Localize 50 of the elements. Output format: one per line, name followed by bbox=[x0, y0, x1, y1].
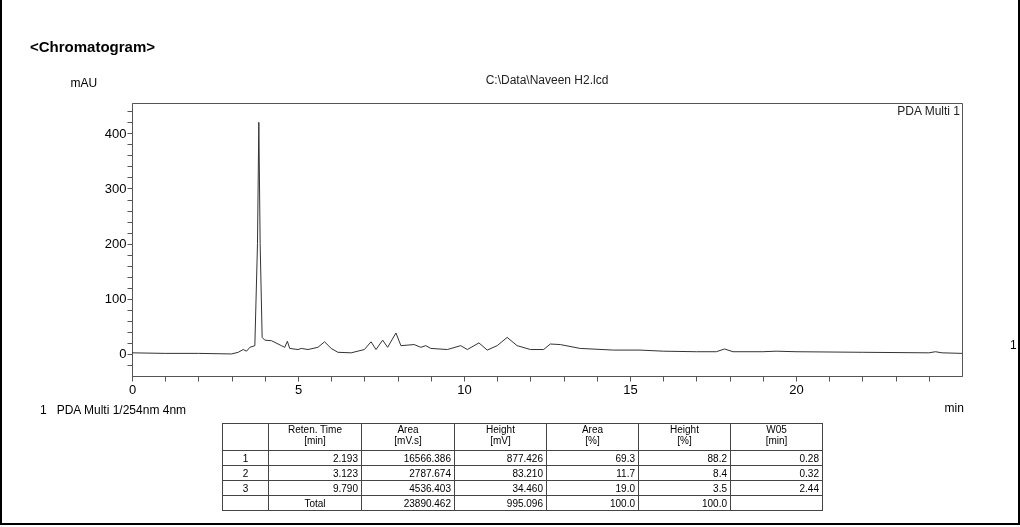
text: 1 bbox=[222, 450, 269, 466]
y-tick-label: 100 bbox=[104, 291, 127, 307]
text: 0.28 bbox=[730, 450, 823, 466]
y-axis-title: mAU bbox=[70, 75, 98, 90]
text: 16566.386 bbox=[361, 450, 455, 466]
text: 9.790 bbox=[268, 480, 362, 496]
text: 2.193 bbox=[268, 450, 362, 466]
chart-subtitle: C:\Data\Naveen H2.lcd bbox=[484, 73, 610, 87]
text: 2787.674 bbox=[361, 465, 455, 481]
text: 1 PDA Multi 1/254nm 4nm bbox=[40, 403, 187, 417]
text: 3 bbox=[222, 480, 269, 496]
x-tick-label: 5 bbox=[294, 381, 303, 397]
y-tick-label: 0 bbox=[119, 346, 127, 362]
text: Total bbox=[268, 495, 362, 511]
text: Area [%] bbox=[546, 423, 639, 451]
text: 100.0 bbox=[546, 495, 639, 511]
text: 88.2 bbox=[638, 450, 731, 466]
text: W05 [min] bbox=[730, 423, 823, 451]
text: 3.5 bbox=[638, 480, 731, 496]
text: Height [%] bbox=[638, 423, 731, 451]
text: 4536.403 bbox=[361, 480, 455, 496]
text: 877.426 bbox=[454, 450, 547, 466]
x-tick-label: 0 bbox=[128, 381, 137, 397]
x-tick-label: 20 bbox=[789, 381, 804, 397]
text: 1 bbox=[1010, 338, 1017, 352]
y-tick-label: 400 bbox=[104, 125, 127, 141]
text: 69.3 bbox=[546, 450, 639, 466]
text: Reten. Time [min] bbox=[268, 423, 362, 451]
line-series bbox=[132, 121, 962, 355]
text: 995.096 bbox=[454, 495, 547, 511]
y-tick-label: 200 bbox=[104, 236, 127, 252]
text: 2.44 bbox=[730, 480, 823, 496]
text: 34.460 bbox=[454, 480, 547, 496]
text: Area [mV.s] bbox=[361, 423, 455, 451]
text: 0.32 bbox=[730, 465, 823, 481]
x-tick-label: 15 bbox=[623, 381, 638, 397]
x-tick-label: 10 bbox=[457, 381, 472, 397]
text: 19.0 bbox=[546, 480, 639, 496]
text: 23890.462 bbox=[361, 495, 455, 511]
text: 11.7 bbox=[546, 465, 639, 481]
chart-title: <Chromatogram> bbox=[30, 38, 156, 55]
y-tick-label: 300 bbox=[104, 180, 127, 196]
text: 83.210 bbox=[454, 465, 547, 481]
text: 100.0 bbox=[638, 495, 731, 511]
x-axis-title: min bbox=[944, 400, 964, 415]
text: 8.4 bbox=[638, 465, 731, 481]
text: 2 bbox=[222, 465, 269, 481]
text: 3.123 bbox=[268, 465, 362, 481]
text: Height [mV] bbox=[454, 423, 547, 451]
annotation: PDA Multi 1 bbox=[897, 104, 961, 118]
